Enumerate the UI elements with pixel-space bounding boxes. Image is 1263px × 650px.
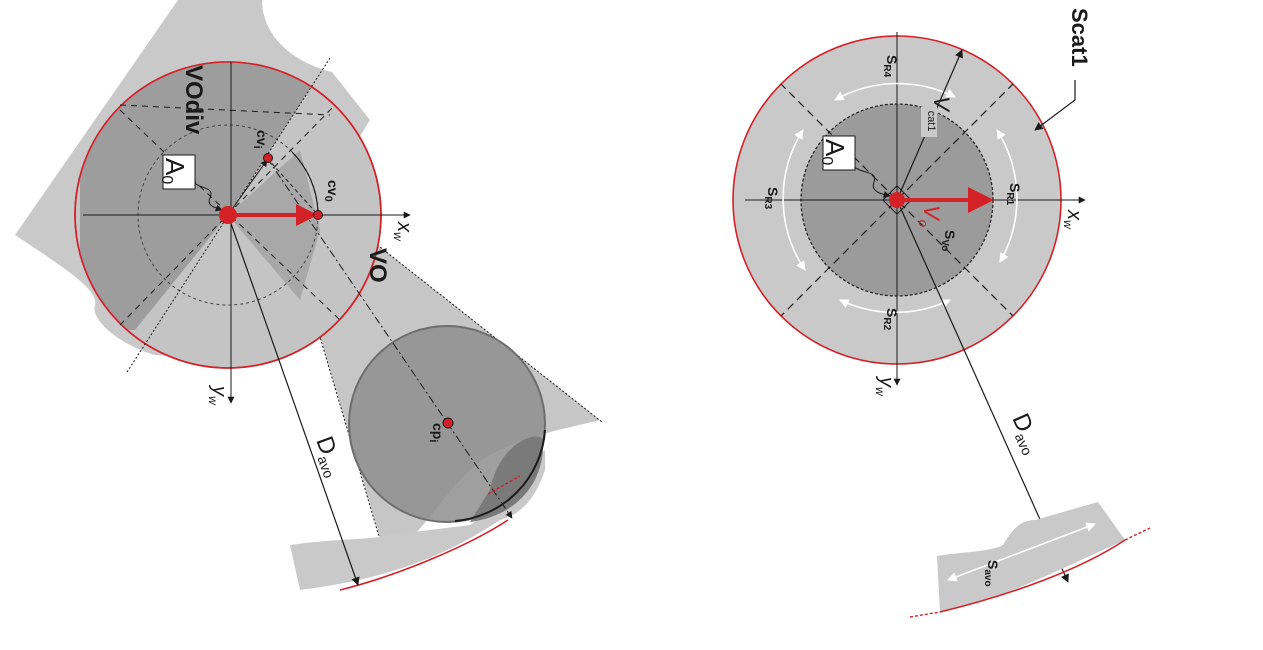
sr1-label: SR1 [1004,183,1023,206]
left-a0-box [162,154,196,190]
vodiv-sector [80,62,330,330]
svo-label: SVo [939,230,958,251]
left-diag-dash-1 [119,104,331,116]
left-velocity-arrowhead [296,204,318,226]
right-diagram: Scat1 A0 Vcat1 Vo SR4 SR1 SR2 SR3 SVo Sa… [732,8,1151,618]
right-agent-point [889,192,905,208]
cvi-point [263,153,273,163]
ring-arrow-bottom [839,299,951,314]
sr3-label: SR3 [762,187,781,210]
right-boundary-red-dash-left [909,611,941,618]
left-avoidance-region [290,450,545,590]
vo-vector-label: Vo [916,205,944,227]
left-cvi-vector [227,159,268,216]
sr2-label: SR2 [881,308,900,331]
right-boundary-red-curve [939,539,1126,613]
cpi-label: cpi [427,423,446,442]
right-a0-label: A0 [818,139,850,165]
right-a0-box [822,135,856,171]
ring-arrow-left [782,129,806,271]
left-a0-pointer [190,179,223,212]
left-angle-arc [291,151,319,213]
left-a0-label: A0 [158,158,190,184]
left-boundary-red-curve [339,519,509,591]
sr4-label: SR4 [881,55,900,78]
right-diag-dash-1 [779,82,1015,318]
savo-label: Savo [982,560,1001,587]
left-cvi-to-cv0 [266,157,319,216]
left-boundary-red-dash [487,475,521,495]
ring-arrow-right [996,129,1018,263]
right-xw-label: xw [1061,209,1085,230]
savo-arrow [947,522,1096,582]
scat1-label: Scat1 [1067,8,1092,67]
right-davo-line [896,199,1069,583]
vodiv-label: VOdiv [180,65,207,135]
right-diag-dash-2 [779,82,1015,318]
cv0-label: cv0 [322,180,341,202]
vcat1-label: Vcat1 [925,96,954,131]
vo-label: VO [364,248,391,283]
scat1-pointer [1034,80,1076,131]
obstacle-shadow [470,436,544,522]
vo-inner-sector [228,150,320,300]
right-velocity-arrowhead [968,187,994,213]
vo-cone-edge-upper [266,157,603,423]
cpi-point [442,417,454,429]
left-davo-label: Davo [308,433,349,481]
right-a0-pointer [851,164,891,198]
obstacle-dark-edge [454,429,546,522]
right-davo-label: Davo [1005,409,1048,457]
left-diag-dash-2 [119,109,341,321]
left-davo-line [227,214,360,586]
cvi-label: cvi [251,130,270,149]
right-boundary-red-dash-right [1124,527,1151,541]
left-diag-dash-3 [119,104,336,326]
vcat1-sub-bg [921,107,937,137]
cv0-point [313,210,323,220]
left-yw-label: yw [206,384,230,406]
left-agent-point [219,206,237,224]
right-yw-label: yw [873,375,897,397]
left-diagram: VOdiv VO A0 cvi cv0 cpi xw yw Davo [15,0,603,591]
ring-arrow-top [834,82,956,101]
left-xw-label: xw [391,221,415,242]
